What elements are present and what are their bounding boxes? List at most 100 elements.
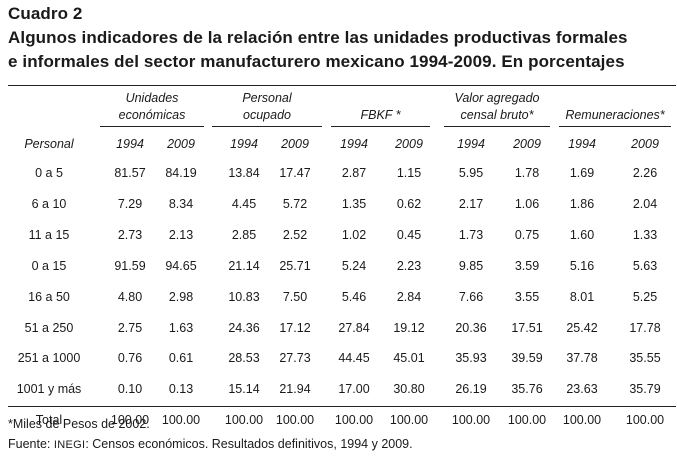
table-cell: 17.00: [338, 382, 370, 396]
table-cell: 4.45: [231, 197, 257, 211]
table-cell: 1.02: [341, 228, 367, 242]
table-cell: 5.63: [632, 259, 658, 273]
year-header: 1994: [230, 137, 258, 151]
row-label: 6 a 10: [31, 197, 67, 211]
table-title-line-1: Algunos indicadores de la relación entre…: [8, 28, 628, 47]
table-cell: 100.00: [110, 413, 150, 427]
table-cell: 10.83: [228, 290, 260, 304]
year-header: 1994: [457, 137, 485, 151]
table-cell: 19.12: [393, 321, 425, 335]
table-cell: 30.80: [393, 382, 425, 396]
table-cell: 3.59: [514, 259, 540, 273]
year-header: 2009: [167, 137, 195, 151]
table-cell: 9.85: [458, 259, 484, 273]
year-header: 2009: [395, 137, 423, 151]
table-cell: 2.75: [117, 321, 143, 335]
table-cell: 1.06: [514, 197, 540, 211]
group-underline: [331, 126, 430, 127]
table-cell: 35.55: [629, 351, 661, 365]
table-cell: 5.24: [341, 259, 367, 273]
row-label: 0 a 5: [35, 166, 63, 180]
table-cell: 35.79: [629, 382, 661, 396]
row-header-title: Personal: [24, 137, 74, 151]
source-prefix: Fuente:: [8, 437, 54, 451]
table-bottom-rule: [8, 406, 676, 407]
table-cell: 8.01: [569, 290, 595, 304]
table-cell: 0.10: [117, 382, 143, 396]
table-cell: 2.84: [396, 290, 422, 304]
source-text: : Censos económicos. Resultados definiti…: [85, 437, 413, 451]
table-cell: 37.78: [566, 351, 598, 365]
year-header: 2009: [281, 137, 309, 151]
year-header: 1994: [568, 137, 596, 151]
group-header-line-2: FBKF *: [360, 108, 401, 122]
table-cell: 17.78: [629, 321, 661, 335]
table-cell: 0.75: [514, 228, 540, 242]
table-cell: 100.00: [334, 413, 374, 427]
table-cell: 17.51: [511, 321, 543, 335]
row-label: 51 a 250: [24, 321, 74, 335]
table-cell: 100.00: [625, 413, 665, 427]
table-cell: 100.00: [224, 413, 264, 427]
table-cell: 2.23: [396, 259, 422, 273]
group-header-line-1: Valor agregado: [454, 91, 540, 105]
row-label: 1001 y más: [16, 382, 82, 396]
group-header-line-2: censal bruto*: [460, 108, 534, 122]
table-cell: 1.33: [632, 228, 658, 242]
table-cell: 84.19: [165, 166, 197, 180]
group-header-line-1: Personal: [242, 91, 292, 105]
table-cell: 100.00: [389, 413, 429, 427]
table-cell: 4.80: [117, 290, 143, 304]
table-cell: 2.52: [282, 228, 308, 242]
table-cell: 5.46: [341, 290, 367, 304]
table-cell: 100.00: [507, 413, 547, 427]
year-header: 2009: [513, 137, 541, 151]
table-cell: 0.13: [168, 382, 194, 396]
table-cell: 1.69: [569, 166, 595, 180]
table-cell: 2.98: [168, 290, 194, 304]
source-note: Fuente: INEGI: Censos económicos. Result…: [8, 436, 413, 453]
table-cell: 21.94: [279, 382, 311, 396]
row-label: Total: [35, 413, 63, 427]
table-top-rule: [8, 85, 676, 86]
table-cell: 20.36: [455, 321, 487, 335]
year-header: 1994: [116, 137, 144, 151]
table-cell: 5.72: [282, 197, 308, 211]
table-cell: 7.50: [282, 290, 308, 304]
table-cell: 91.59: [114, 259, 146, 273]
table-cell: 94.65: [165, 259, 197, 273]
table-cell: 2.73: [117, 228, 143, 242]
table-title-line-2: e informales del sector manufacturero me…: [8, 52, 625, 71]
group-header-line-2: económicas: [118, 108, 186, 122]
table-cell: 25.42: [566, 321, 598, 335]
table-cell: 7.29: [117, 197, 143, 211]
table-cell: 0.76: [117, 351, 143, 365]
table-cell: 2.26: [632, 166, 658, 180]
group-header-line-1: Unidades: [125, 91, 179, 105]
table-cell: 2.87: [341, 166, 367, 180]
table-cell: 1.63: [168, 321, 194, 335]
table-cell: 100.00: [451, 413, 491, 427]
table-cell: 28.53: [228, 351, 260, 365]
group-underline: [100, 126, 204, 127]
table-cell: 35.76: [511, 382, 543, 396]
table-cell: 1.15: [396, 166, 422, 180]
table-cell: 26.19: [455, 382, 487, 396]
table-cell: 45.01: [393, 351, 425, 365]
table-cell: 27.73: [279, 351, 311, 365]
table-cell: 8.34: [168, 197, 194, 211]
table-cell: 17.47: [279, 166, 311, 180]
table-cell: 15.14: [228, 382, 260, 396]
table-cell: 35.93: [455, 351, 487, 365]
group-header-line-2: Remuneraciones*: [565, 108, 665, 122]
year-header: 1994: [340, 137, 368, 151]
table-cell: 7.66: [458, 290, 484, 304]
table-cell: 17.12: [279, 321, 311, 335]
group-underline: [212, 126, 322, 127]
table-cell: 100.00: [161, 413, 201, 427]
table-cell: 25.71: [279, 259, 311, 273]
table-cell: 27.84: [338, 321, 370, 335]
group-underline: [444, 126, 550, 127]
table-cell: 0.61: [168, 351, 194, 365]
footnote: *Miles de Pesos de 2002.: [8, 417, 150, 431]
